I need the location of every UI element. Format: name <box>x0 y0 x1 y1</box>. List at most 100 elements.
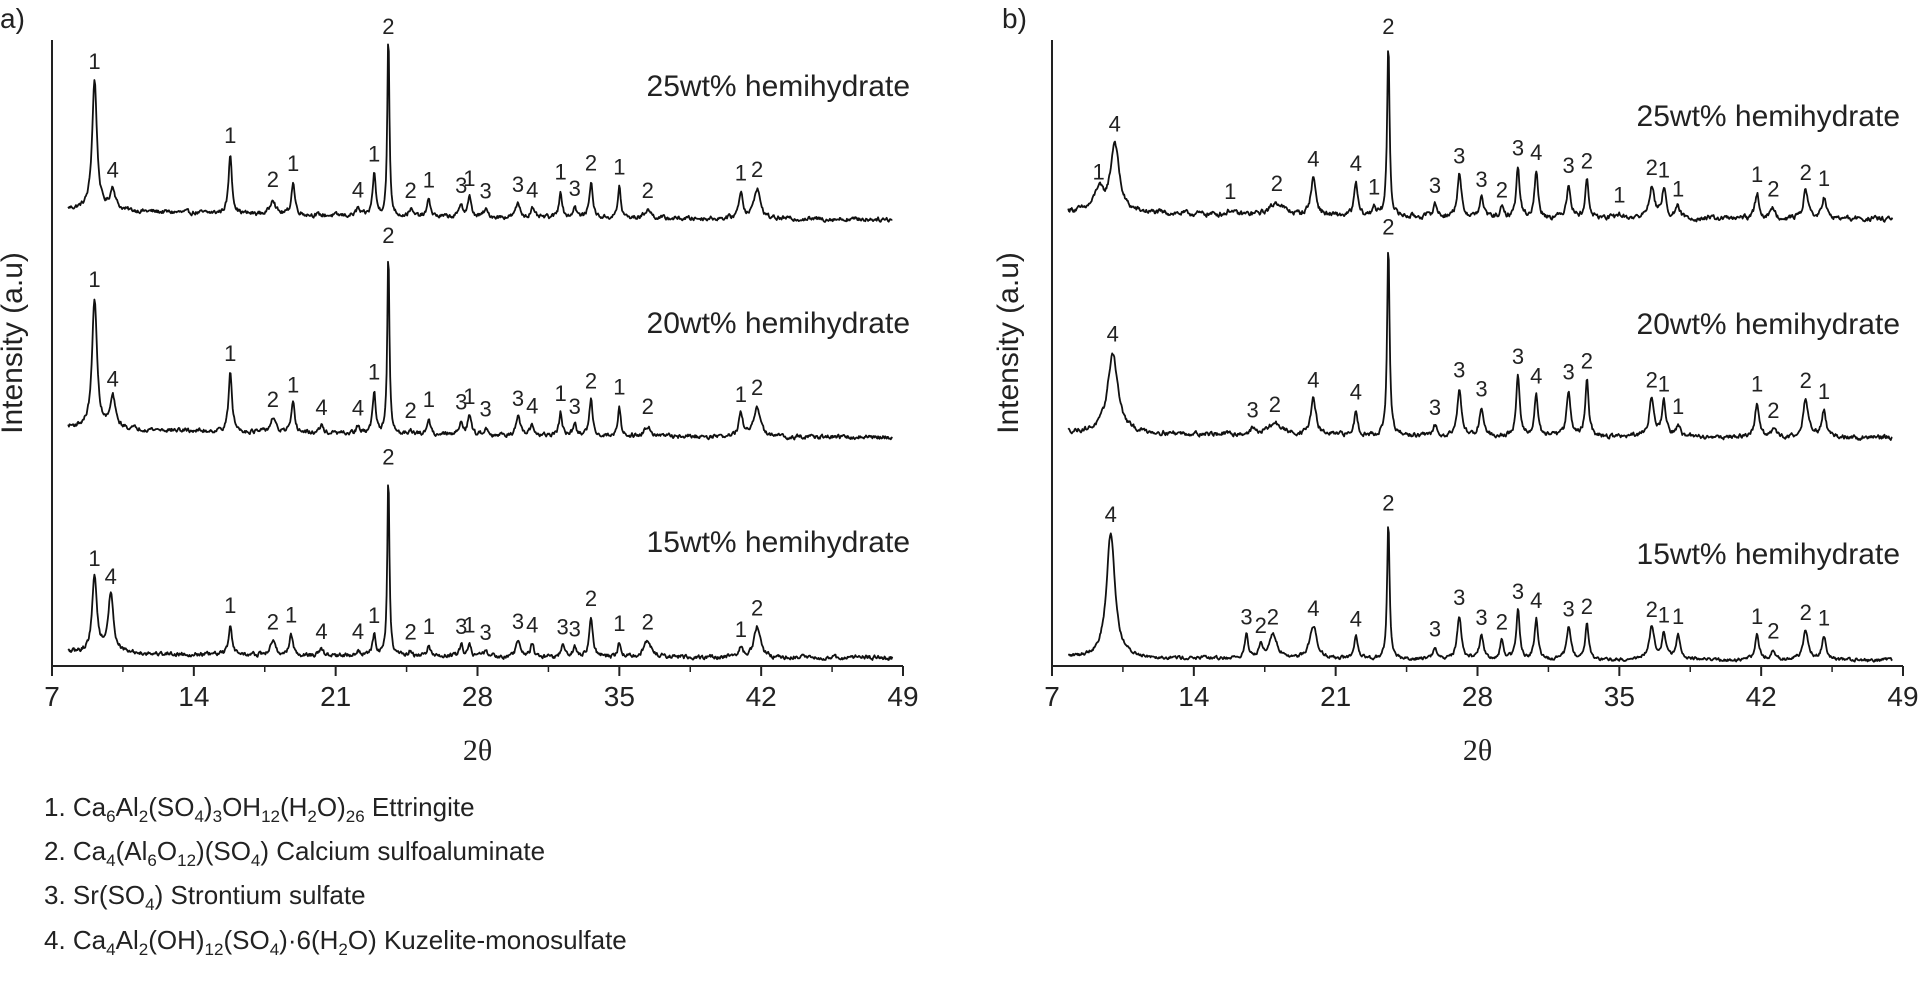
peak-label: 1 <box>735 160 747 185</box>
peak-label: 1 <box>1751 371 1763 396</box>
axes-frame <box>1051 40 1903 667</box>
peak-label: 3 <box>1563 597 1575 622</box>
peak-label: 1 <box>287 151 299 176</box>
peak-label: 2 <box>1800 600 1812 625</box>
peak-label: 1 <box>463 384 475 409</box>
peak-label: 1 <box>1672 394 1684 419</box>
peak-label: 2 <box>585 151 597 176</box>
peak-label: 3 <box>1246 398 1258 423</box>
peak-label: 2 <box>405 398 417 423</box>
panel-label: a) <box>0 3 25 34</box>
peak-label: 2 <box>1767 619 1779 644</box>
peak-label: 1 <box>368 360 380 385</box>
peak-label: 1 <box>368 142 380 167</box>
series-name-label: 15wt% hemihydrate <box>1637 538 1900 571</box>
peak-label: 3 <box>1429 173 1441 198</box>
peak-label: 2 <box>1581 149 1593 174</box>
peak-label: 3 <box>479 397 491 422</box>
peak-label: 3 <box>556 615 568 640</box>
peak-label: 2 <box>382 14 394 39</box>
peak-label: 2 <box>1767 398 1779 423</box>
peak-label: 2 <box>405 619 417 644</box>
peak-label: 3 <box>455 389 467 414</box>
peak-label: 2 <box>405 178 417 203</box>
peak-label: 2 <box>382 223 394 248</box>
peak-label: 4 <box>107 367 119 392</box>
peak-label: 1 <box>613 154 625 179</box>
x-tick-label: 35 <box>604 681 635 712</box>
peak-label: 4 <box>1109 111 1121 136</box>
peak-label: 2 <box>1800 368 1812 393</box>
peak-label: 3 <box>479 620 491 645</box>
peak-label: 3 <box>569 394 581 419</box>
peak-label: 1 <box>1224 179 1236 204</box>
x-tick-label: 14 <box>1178 681 1209 712</box>
peak-label: 1 <box>224 593 236 618</box>
peak-label: 1 <box>1818 606 1830 631</box>
peak-label: 1 <box>423 614 435 639</box>
peak-label: 1 <box>287 373 299 398</box>
peak-label: 1 <box>613 374 625 399</box>
peak-label: 1 <box>613 611 625 636</box>
peak-label: 3 <box>1453 144 1465 169</box>
peak-label: 3 <box>512 172 524 197</box>
peak-label: 1 <box>1092 159 1104 184</box>
legend-item-ettringite: 1. Ca6Al2(SO4)3OH12(H2O)26 Ettringite <box>44 792 475 827</box>
peak-label: 4 <box>315 619 327 644</box>
peak-label: 4 <box>1530 363 1542 388</box>
peak-label: 2 <box>267 609 279 634</box>
peak-label: 1 <box>224 341 236 366</box>
peak-label: 3 <box>1475 376 1487 401</box>
series-line-25wt-hemihydrate <box>1067 50 1894 223</box>
peak-label: 2 <box>642 178 654 203</box>
peak-label: 3 <box>1512 344 1524 369</box>
y-axis-label: Intensity (a.u) <box>0 252 29 434</box>
peak-label: 1 <box>1751 162 1763 187</box>
peak-label: 1 <box>1658 603 1670 628</box>
peak-label: 4 <box>352 619 364 644</box>
peak-label: 2 <box>267 167 279 192</box>
peak-label: 3 <box>1429 395 1441 420</box>
peak-label: 4 <box>352 177 364 202</box>
peak-label: 3 <box>512 609 524 634</box>
phase-legend: 1. Ca6Al2(SO4)3OH12(H2O)26 Ettringite 2.… <box>44 790 627 967</box>
peak-label: 1 <box>368 603 380 628</box>
peak-label: 2 <box>1800 160 1812 185</box>
legend-item-kuzelite-monosulfate: 4. Ca4Al2(OH)12(SO4)·6(H2O) Kuzelite-mon… <box>44 924 627 959</box>
peak-label: 2 <box>642 394 654 419</box>
peak-label: 2 <box>1269 392 1281 417</box>
peak-label: 3 <box>479 179 491 204</box>
series-name-label: 15wt% hemihydrate <box>647 526 910 559</box>
series-name-label: 20wt% hemihydrate <box>647 307 910 340</box>
peak-label: 1 <box>1672 604 1684 629</box>
peak-label: 4 <box>107 158 119 183</box>
peak-label: 4 <box>1530 140 1542 165</box>
x-tick-label: 14 <box>178 681 209 712</box>
x-tick-label: 35 <box>1604 681 1635 712</box>
peak-label: 1 <box>423 167 435 192</box>
peak-label: 1 <box>224 123 236 148</box>
peak-label: 1 <box>423 387 435 412</box>
peak-label: 1 <box>1613 182 1625 207</box>
peak-label: 3 <box>1240 604 1252 629</box>
series-name-label: 25wt% hemihydrate <box>1637 100 1900 133</box>
peak-label: 2 <box>1646 367 1658 392</box>
x-tick-label: 7 <box>1044 681 1060 712</box>
peak-label: 3 <box>1475 605 1487 630</box>
peak-label: 4 <box>1350 151 1362 176</box>
peak-label: 2 <box>1255 613 1267 638</box>
x-tick-label: 49 <box>887 681 918 712</box>
x-tick-label: 28 <box>1462 681 1493 712</box>
peak-label: 1 <box>1658 157 1670 182</box>
peak-label: 2 <box>267 387 279 412</box>
peak-label: 3 <box>1453 357 1465 382</box>
x-axis-label: 2θ <box>1463 734 1492 767</box>
axes-frame <box>51 40 903 667</box>
x-tick-label: 42 <box>746 681 777 712</box>
series-line-15wt-hemihydrate <box>67 484 894 661</box>
peak-label: 3 <box>455 614 467 639</box>
peak-label: 1 <box>463 612 475 637</box>
x-tick-label: 42 <box>1746 681 1777 712</box>
peak-label: 3 <box>569 616 581 641</box>
